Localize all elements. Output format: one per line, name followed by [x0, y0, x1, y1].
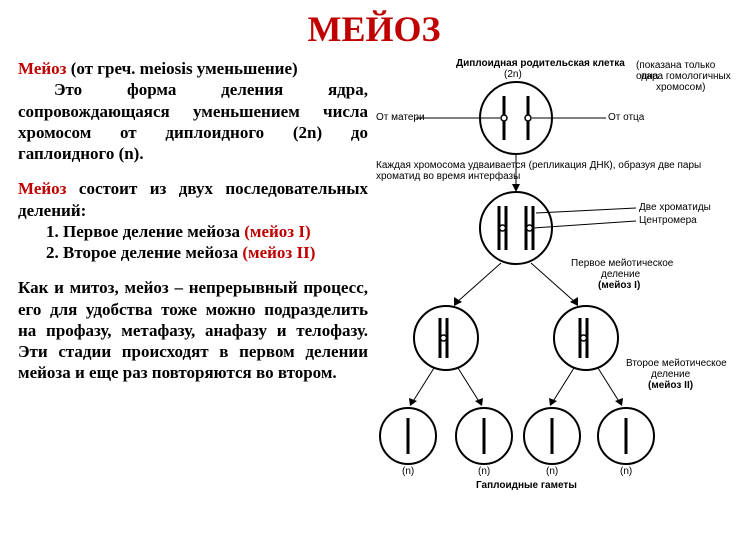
label-topr3: хромосом) — [656, 82, 705, 93]
label-chromatids: Две хроматиды — [639, 202, 711, 213]
label-father: От отца — [608, 112, 644, 123]
label-topr2: пара гомологичных — [641, 71, 731, 82]
li1-red: (мейоз I) — [244, 222, 310, 241]
label-n1: (n) — [402, 466, 414, 477]
text-column: Мейоз (от греч. meiosis уменьшение) Это … — [18, 58, 376, 508]
li2-text: 2. Второе деление мейоза — [46, 243, 242, 262]
li1-text: 1. Первое деление мейоза — [46, 222, 244, 241]
content-row: Мейоз (от греч. meiosis уменьшение) Это … — [0, 50, 748, 508]
def-body: Это форма деления ядра, сопровождающаяся… — [18, 79, 368, 164]
stages-paragraph: Мейоз состоит из двух последовательных д… — [18, 178, 368, 263]
def-lead: Мейоз — [18, 59, 67, 78]
label-div2-2: деление — [651, 369, 690, 380]
list-item-2: 2. Второе деление мейоза (мейоз II) — [18, 242, 368, 263]
label-div1-1: Первое мейотическое — [571, 258, 673, 269]
page-title: МЕЙОЗ — [0, 0, 748, 50]
label-top2: (2n) — [504, 69, 522, 80]
label-n3: (n) — [546, 466, 558, 477]
p2-rest: состоит из двух последовательных делений… — [18, 179, 368, 219]
title-text: МЕЙОЗ — [308, 9, 441, 49]
diagram-column: Диплоидная родительская клетка (2n) (пок… — [376, 58, 738, 508]
meiosis-diagram — [376, 58, 738, 508]
label-top1: Диплоидная родительская клетка — [456, 58, 625, 69]
label-replication: Каждая хромосома удваивается (репликация… — [376, 160, 736, 182]
definition-paragraph: Мейоз (от греч. meiosis уменьшение) Это … — [18, 58, 368, 164]
process-paragraph: Как и митоз, мейоз – непрерывный процесс… — [18, 277, 368, 383]
label-div1-3: (мейоз I) — [598, 280, 640, 291]
list-item-1: 1. Первое деление мейоза (мейоз I) — [18, 221, 368, 242]
label-div2-3: (мейоз II) — [648, 380, 693, 391]
label-gametes: Гаплоидные гаметы — [476, 480, 577, 491]
p2-lead: Мейоз — [18, 179, 67, 198]
label-div2-1: Второе мейотическое — [626, 358, 727, 369]
label-n4: (n) — [620, 466, 632, 477]
label-div1-2: деление — [601, 269, 640, 280]
def-rest: (от греч. meiosis уменьшение) — [67, 59, 298, 78]
li2-red: (мейоз II) — [242, 243, 315, 262]
label-n2: (n) — [478, 466, 490, 477]
label-mother: От матери — [376, 112, 425, 123]
label-centromere: Центромера — [639, 215, 697, 226]
